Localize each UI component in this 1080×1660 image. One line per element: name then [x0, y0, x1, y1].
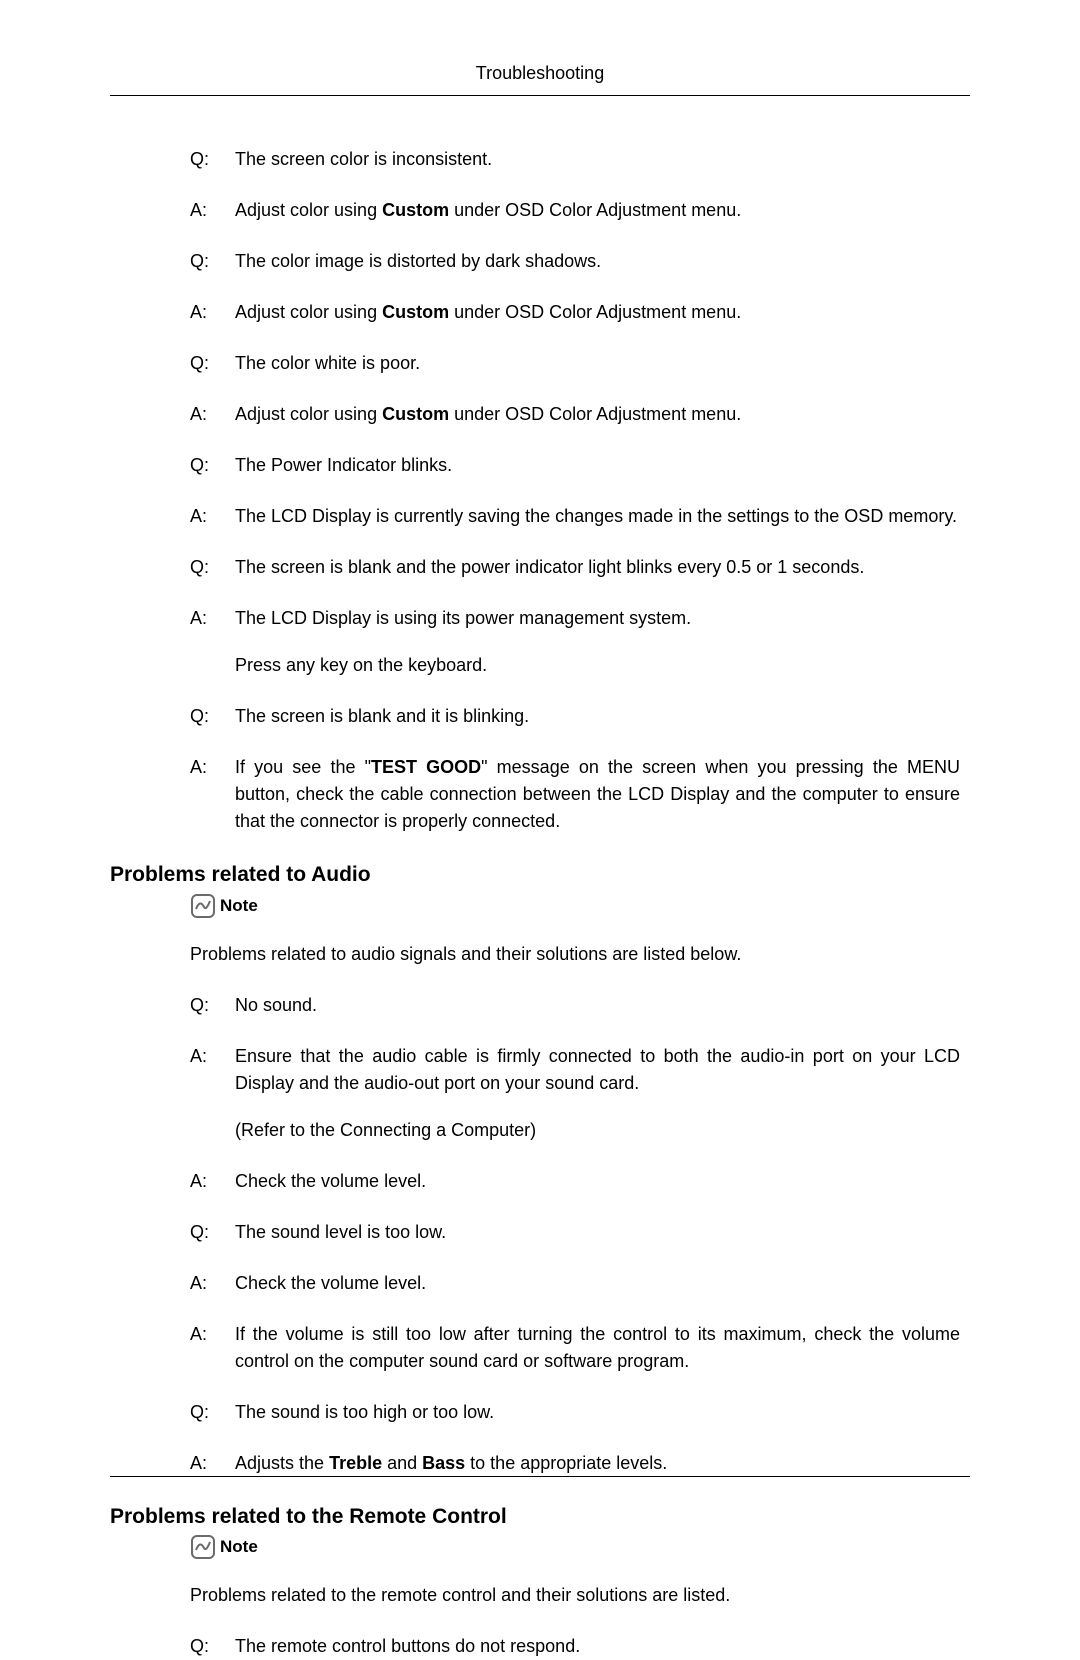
qa-prefix: Q:: [190, 992, 235, 1019]
note-label: Note: [220, 1534, 258, 1560]
qa-prefix: A:: [190, 1450, 235, 1477]
note-label: Note: [220, 893, 258, 919]
qa-body: Adjust color using Custom under OSD Colo…: [235, 299, 751, 326]
qa-row: A:Adjust color using Custom under OSD Co…: [190, 197, 970, 224]
qa-prefix: A:: [190, 1321, 235, 1375]
qa-row: Q:The remote control buttons do not resp…: [190, 1633, 970, 1660]
qa-row: Q:The color white is poor.: [190, 350, 970, 377]
qa-row: A:If you see the "TEST GOOD" message on …: [190, 754, 970, 835]
qa-body: Adjust color using Custom under OSD Colo…: [235, 401, 751, 428]
qa-prefix: A:: [190, 1168, 235, 1195]
qa-prefix: Q:: [190, 554, 235, 581]
qa-body: The screen color is inconsistent.: [235, 146, 502, 173]
qa-prefix: A:: [190, 503, 235, 530]
qa-row: Q:The screen is blank and it is blinking…: [190, 703, 970, 730]
qa-prefix: Q:: [190, 1633, 235, 1660]
qa-body: The screen is blank and the power indica…: [235, 554, 874, 581]
qa-row: Q:The sound level is too low.: [190, 1219, 970, 1246]
qa-subtext: (Refer to the Connecting a Computer): [235, 1117, 960, 1144]
qa-row: Q:The Power Indicator blinks.: [190, 452, 970, 479]
qa-prefix: Q:: [190, 146, 235, 173]
qa-prefix: A:: [190, 401, 235, 428]
qa-prefix: A:: [190, 197, 235, 224]
qa-body: Adjusts the Treble and Bass to the appro…: [235, 1450, 677, 1477]
qa-row: Q:No sound.: [190, 992, 970, 1019]
qa-prefix: Q:: [190, 248, 235, 275]
qa-row: A:Adjusts the Treble and Bass to the app…: [190, 1450, 970, 1477]
qa-block-screen: Q:The screen color is inconsistent.A:Adj…: [110, 146, 970, 835]
qa-body: The color image is distorted by dark sha…: [235, 248, 611, 275]
qa-row: Q:The screen color is inconsistent.: [190, 146, 970, 173]
section-heading-audio: Problems related to Audio: [110, 859, 970, 891]
qa-row: Q:The screen is blank and the power indi…: [190, 554, 970, 581]
qa-body: The remote control buttons do not respon…: [235, 1633, 590, 1660]
note-row-audio: Note: [190, 893, 970, 919]
qa-row: A:If the volume is still too low after t…: [190, 1321, 970, 1375]
qa-row: A:Check the volume level.: [190, 1270, 970, 1297]
qa-subtext: Press any key on the keyboard.: [235, 652, 691, 679]
remote-intro: Problems related to the remote control a…: [190, 1582, 970, 1609]
qa-body: No sound.: [235, 992, 327, 1019]
qa-row: A:Ensure that the audio cable is firmly …: [190, 1043, 970, 1144]
qa-body: Adjust color using Custom under OSD Colo…: [235, 197, 751, 224]
qa-prefix: Q:: [190, 703, 235, 730]
page-header: Troubleshooting: [110, 60, 970, 96]
qa-body: Ensure that the audio cable is firmly co…: [235, 1043, 970, 1144]
qa-row: A:The LCD Display is currently saving th…: [190, 503, 970, 530]
audio-intro: Problems related to audio signals and th…: [190, 941, 970, 968]
qa-prefix: Q:: [190, 1399, 235, 1426]
qa-prefix: A:: [190, 299, 235, 326]
qa-body: The color white is poor.: [235, 350, 430, 377]
qa-body: If the volume is still too low after tur…: [235, 1321, 970, 1375]
qa-body: The screen is blank and it is blinking.: [235, 703, 539, 730]
qa-body: The Power Indicator blinks.: [235, 452, 462, 479]
qa-row: Q:The sound is too high or too low.: [190, 1399, 970, 1426]
qa-row: A:Adjust color using Custom under OSD Co…: [190, 299, 970, 326]
qa-prefix: A:: [190, 605, 235, 679]
qa-row: A:The LCD Display is using its power man…: [190, 605, 970, 679]
qa-body: The sound is too high or too low.: [235, 1399, 504, 1426]
qa-body: If you see the "TEST GOOD" message on th…: [235, 754, 970, 835]
qa-body: The sound level is too low.: [235, 1219, 456, 1246]
qa-row: A:Adjust color using Custom under OSD Co…: [190, 401, 970, 428]
qa-row: A:Check the volume level.: [190, 1168, 970, 1195]
qa-prefix: A:: [190, 754, 235, 835]
qa-block-audio: Q:No sound.A:Ensure that the audio cable…: [110, 992, 970, 1477]
qa-prefix: Q:: [190, 452, 235, 479]
note-icon: [190, 1534, 216, 1560]
note-icon: [190, 893, 216, 919]
qa-row: Q:The color image is distorted by dark s…: [190, 248, 970, 275]
qa-body: The LCD Display is using its power manag…: [235, 605, 701, 679]
qa-body: Check the volume level.: [235, 1270, 436, 1297]
qa-prefix: Q:: [190, 1219, 235, 1246]
qa-block-remote: Q:The remote control buttons do not resp…: [110, 1633, 970, 1660]
bottom-rule: [110, 1476, 970, 1477]
section-heading-remote: Problems related to the Remote Control: [110, 1501, 970, 1533]
qa-prefix: Q:: [190, 350, 235, 377]
qa-body: Check the volume level.: [235, 1168, 436, 1195]
note-row-remote: Note: [190, 1534, 970, 1560]
qa-prefix: A:: [190, 1043, 235, 1144]
qa-prefix: A:: [190, 1270, 235, 1297]
qa-body: The LCD Display is currently saving the …: [235, 503, 967, 530]
